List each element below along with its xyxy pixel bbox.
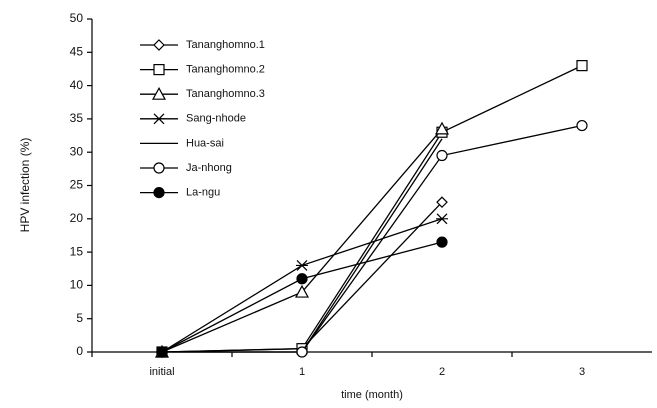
y-tick-label: 5 xyxy=(76,311,83,325)
marker-circle xyxy=(576,119,588,132)
y-tick-label: 10 xyxy=(70,278,84,292)
marker-diamond xyxy=(153,39,165,51)
legend-label: Tananghomno.1 xyxy=(186,39,265,51)
legend-label: La-ngu xyxy=(186,187,220,199)
marker-star xyxy=(296,259,308,271)
marker-square xyxy=(576,60,588,72)
y-axis-label: HPV infection (%) xyxy=(18,138,32,233)
x-tick-label: 1 xyxy=(299,366,305,378)
marker-circle xyxy=(436,149,448,162)
series-line xyxy=(162,124,583,353)
marker-star xyxy=(153,113,165,125)
x-axis-label: time (month) xyxy=(341,389,403,401)
legend-label: Sang-nhode xyxy=(186,113,246,125)
marker-circle xyxy=(153,162,165,174)
x-tick-label: initial xyxy=(149,366,174,378)
x-tick-label: 3 xyxy=(579,366,585,378)
marker-triangle xyxy=(151,86,167,100)
y-tick-label: 0 xyxy=(76,344,83,358)
marker-diamond xyxy=(436,196,448,208)
y-tick-label: 35 xyxy=(70,111,84,125)
marker-filled-circle xyxy=(436,236,448,248)
marker-square xyxy=(153,63,165,76)
y-tick-label: 50 xyxy=(70,11,84,25)
marker-circle xyxy=(296,346,308,358)
y-tick-label: 40 xyxy=(70,78,84,92)
marker-filled-circle xyxy=(153,187,165,199)
series-line xyxy=(161,65,583,353)
marker-filled-circle xyxy=(156,346,168,358)
marker-filled-circle xyxy=(296,273,308,285)
y-tick-label: 15 xyxy=(70,244,84,258)
marker-triangle xyxy=(434,121,450,135)
y-tick-label: 30 xyxy=(70,144,84,158)
y-tick-label: 45 xyxy=(70,44,84,58)
y-tick-label: 20 xyxy=(70,211,84,225)
marker-triangle xyxy=(294,284,310,298)
y-tick-label: 25 xyxy=(70,178,84,192)
marker-star xyxy=(436,213,448,225)
legend-label: Ja-nhong xyxy=(186,162,232,174)
x-tick-label: 2 xyxy=(439,366,445,378)
legend-label: Hua-sai xyxy=(186,137,224,149)
legend-label: Tananghomno.3 xyxy=(186,88,265,100)
legend-label: Tananghomno.2 xyxy=(186,64,265,76)
